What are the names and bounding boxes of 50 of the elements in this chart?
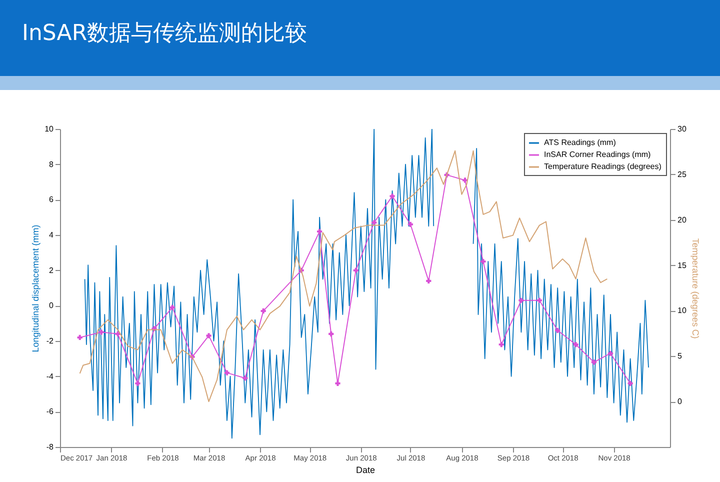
point (573, 342, 578, 348)
y-tick-label: 2 (49, 266, 54, 275)
point (260, 308, 266, 314)
y-tick-label: 0 (49, 301, 54, 310)
y-tick-label: 6 (49, 195, 54, 204)
point (628, 380, 633, 386)
point (170, 304, 175, 310)
legend-label: Temperature Readings (degrees) (544, 162, 662, 171)
point (408, 222, 414, 227)
point (480, 258, 486, 264)
point (135, 380, 140, 386)
y2-tick-label: 0 (678, 397, 682, 406)
y2-tick-label: 25 (678, 170, 687, 179)
point (608, 350, 614, 356)
y-tick-label: 4 (49, 230, 54, 240)
y-tick-label: -4 (46, 372, 54, 381)
y2-tick-label: 15 (678, 260, 687, 270)
y2-tick-label: 20 (678, 215, 687, 224)
y2-axis-title: Temperature (degrees C) (690, 238, 700, 339)
point (335, 380, 340, 386)
point (98, 330, 104, 335)
y2-tick-label: 30 (678, 124, 687, 134)
y-axis-title: Longitudinal displacement (mm) (30, 224, 41, 352)
point (462, 178, 468, 183)
y-tick-label: -8 (46, 442, 54, 452)
point (390, 194, 395, 199)
point (206, 333, 212, 338)
point (555, 328, 560, 333)
y2-tick-label: 10 (678, 306, 687, 316)
y-tick-label: 8 (49, 160, 54, 169)
point (591, 360, 597, 365)
y2-tick-label: 5 (678, 352, 682, 361)
point (328, 331, 334, 336)
point (372, 220, 377, 226)
y-tick-label: -6 (46, 407, 54, 416)
point (498, 342, 504, 348)
point (536, 298, 542, 303)
legend-label: InSAR Corner Readings (mm) (544, 150, 652, 159)
point (426, 278, 432, 284)
chart-title: InSAR数据与传统监测的比较 (0, 0, 720, 76)
y-tick-label: -2 (46, 336, 54, 346)
point (224, 370, 230, 376)
point (518, 298, 524, 303)
point (353, 268, 358, 273)
y-tick-label: 10 (44, 124, 54, 134)
point (316, 228, 322, 234)
point (242, 376, 248, 381)
point (77, 334, 82, 340)
x-axis-title: Date (356, 465, 376, 475)
legend-label: ATS Readings (mm) (544, 138, 616, 147)
